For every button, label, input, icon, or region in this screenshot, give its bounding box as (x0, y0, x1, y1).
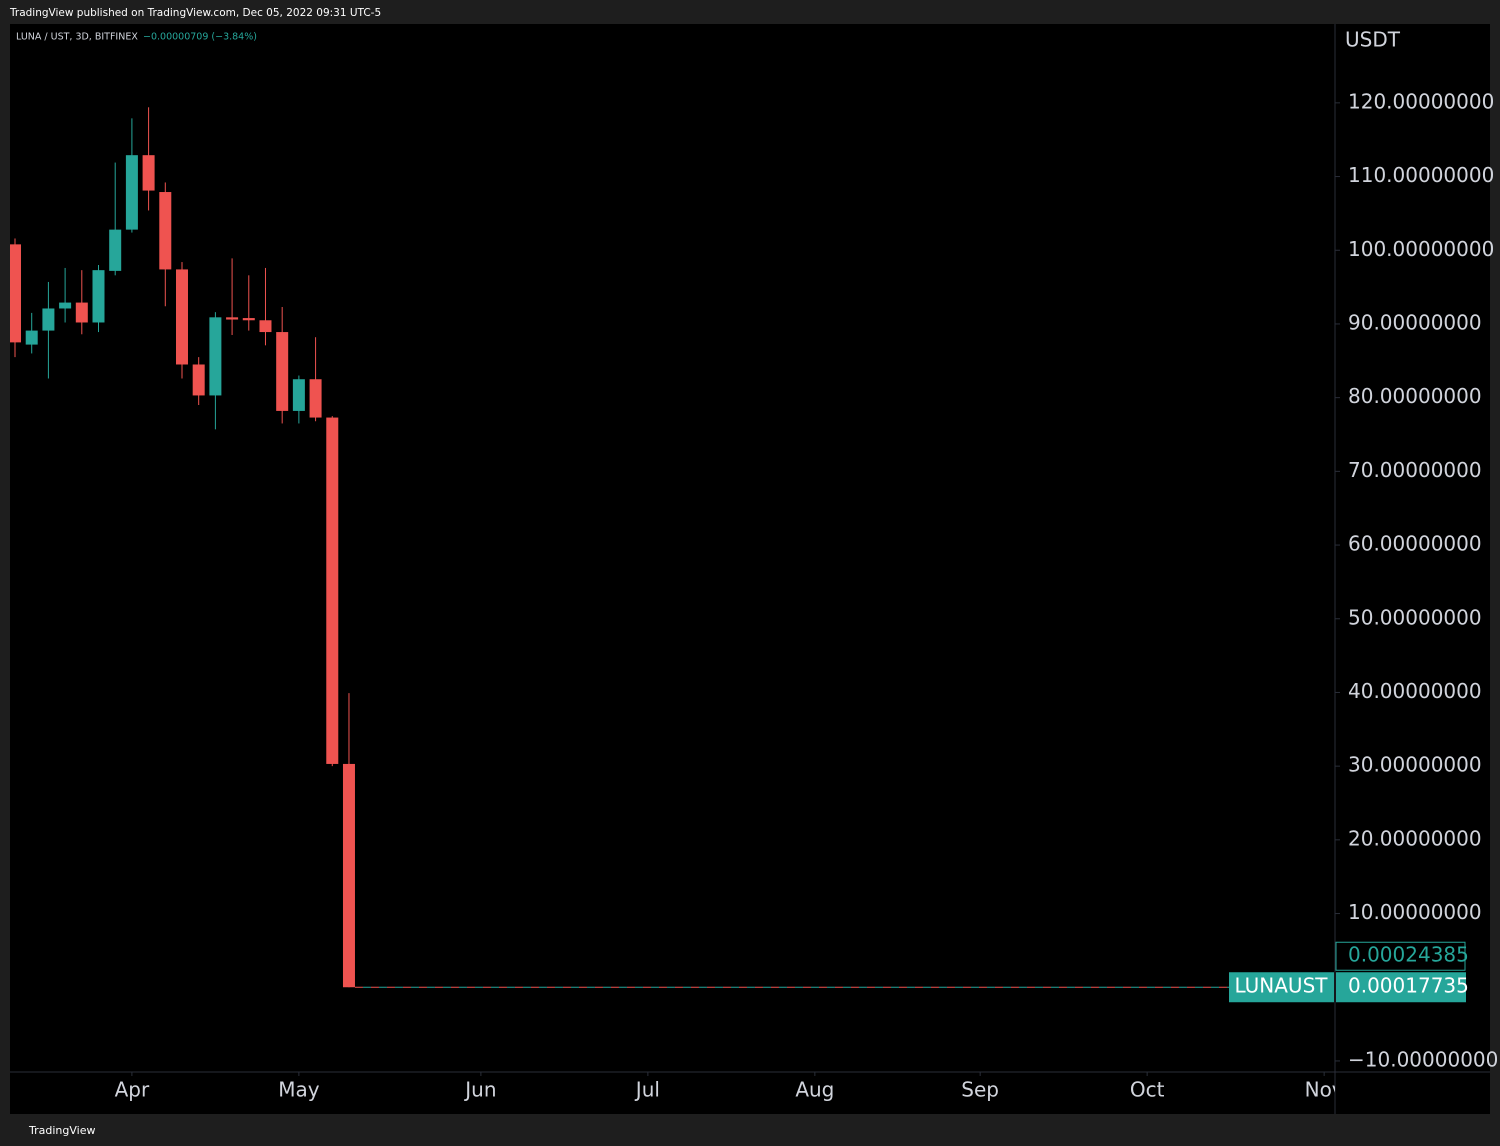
footer-logo: TradingView (28, 1124, 95, 1137)
symbol-badge-label: LUNAUST (1235, 974, 1329, 998)
candle-body (209, 317, 222, 396)
candle-body (25, 330, 38, 345)
change-info: −0.00000709 (−3.84%) (143, 32, 257, 43)
candle-body (242, 318, 255, 321)
candle-body (292, 379, 305, 411)
candle-body (226, 317, 239, 320)
candle-body (42, 308, 55, 331)
x-tick-label: Sep (961, 1078, 999, 1102)
y-tick-label: 90.00000000 (1348, 310, 1482, 334)
y-tick-label: 120.00000000 (1348, 89, 1494, 113)
candle-body (10, 244, 22, 343)
y-tick-label: 110.00000000 (1348, 163, 1494, 187)
candle-body (175, 269, 188, 365)
x-tick-label: Nov (1305, 1078, 1344, 1102)
symbol-info: LUNA / UST, 3D, BITFINEX (16, 32, 138, 43)
y-tick-label: 40.00000000 (1348, 679, 1482, 703)
symbol-badge (1229, 972, 1334, 1003)
y-tick-label: −10.00000000 (1348, 1047, 1498, 1071)
candle-body (142, 155, 155, 191)
y-tick-label: 20.00000000 (1348, 826, 1482, 850)
candle-body (109, 229, 122, 271)
y-tick-label: 60.00000000 (1348, 532, 1482, 556)
candle-body (276, 332, 289, 411)
x-tick-label: Aug (795, 1078, 834, 1102)
y-tick-label: 10.00000000 (1348, 900, 1482, 924)
y-tick-label: 100.00000000 (1348, 237, 1494, 261)
candle-body (309, 379, 322, 418)
x-tick-label: May (278, 1078, 320, 1102)
candle-body (259, 320, 272, 333)
x-tick-label: Jul (634, 1078, 660, 1102)
y-tick-label: 70.00000000 (1348, 458, 1482, 482)
candle-body (59, 302, 72, 309)
x-tick-label: Apr (115, 1078, 150, 1102)
chart-panel (10, 24, 1490, 1114)
y-tick-label: 50.00000000 (1348, 605, 1482, 629)
candle-body (92, 270, 105, 323)
x-tick-label: Oct (1130, 1078, 1165, 1102)
candle-body (159, 192, 172, 270)
candle-body (75, 302, 88, 323)
plot: Apr May Jun Jul Aug Sep Oct Nov (10, 107, 1344, 1102)
publish-header: TradingView published on TradingView.com… (9, 7, 381, 19)
candle-body (192, 364, 205, 396)
prev-price-badge (1335, 941, 1466, 971)
last-price-badge (1336, 972, 1466, 1003)
candle-body (125, 155, 138, 230)
last-price-label: 0.00017735 (1348, 974, 1469, 998)
candle-body (326, 417, 339, 764)
y-tick-label: 80.00000000 (1348, 384, 1482, 408)
x-tick-label: Jun (463, 1078, 496, 1102)
prev-price-label: 0.00024385 (1348, 943, 1469, 967)
candle-body (342, 763, 355, 988)
y-tick-label: 30.00000000 (1348, 753, 1482, 777)
y-unit: USDT (1345, 28, 1401, 52)
